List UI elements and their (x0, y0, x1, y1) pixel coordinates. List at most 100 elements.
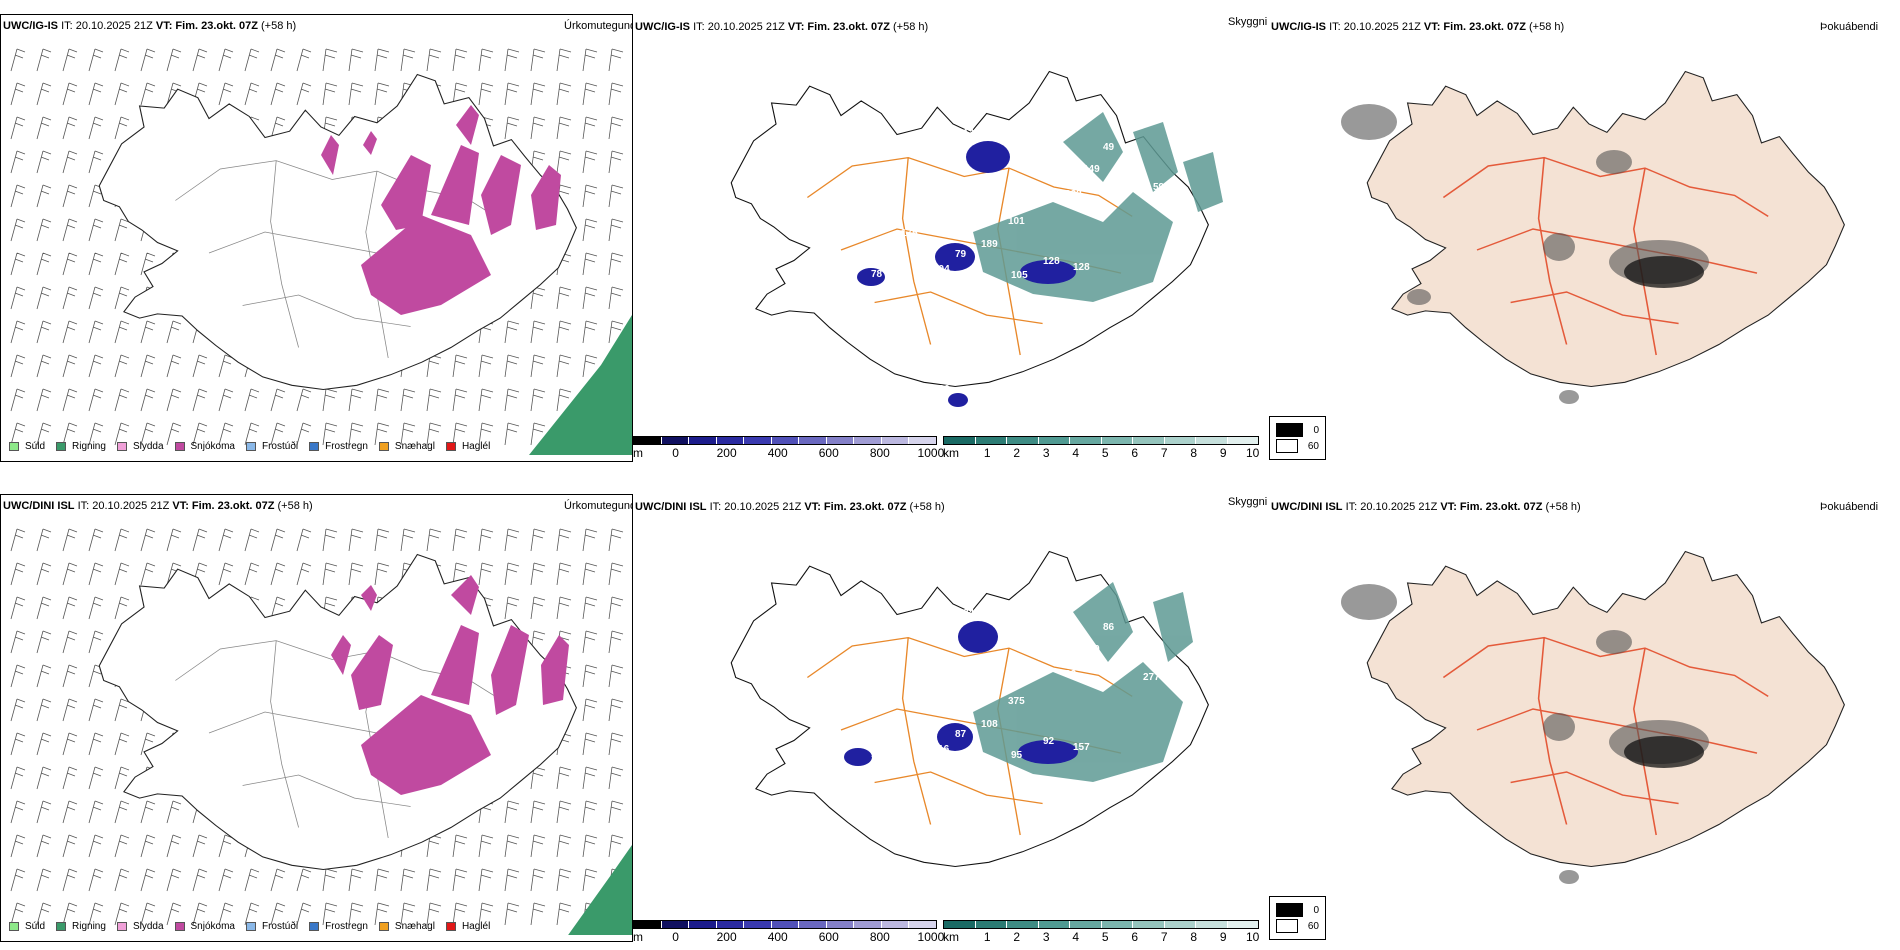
ceiling-value-label: 104 (933, 264, 950, 275)
panel-header: UWC/IG-IS IT: 20.10.2025 21Z VT: Fim. 23… (635, 21, 928, 34)
ceiling-bin (716, 921, 745, 928)
wind-barb (140, 902, 156, 926)
ceiling-value-label: 375 (1008, 696, 1025, 707)
row1: UWC/IG-IS IT: 20.10.2025 21Z VT: Fim. 23… (0, 0, 1900, 462)
visibility-tick: 6 (1131, 930, 1139, 944)
legend-swatch (56, 442, 67, 451)
wind-barb (556, 562, 572, 586)
wind-barb (556, 82, 572, 106)
wind-barb (504, 868, 520, 892)
wind-barb (140, 388, 156, 412)
wind-barb (10, 320, 26, 344)
wind-barb (270, 902, 286, 926)
wind-barb (62, 422, 78, 446)
valid-time-label: VT: (804, 501, 821, 513)
wind-barb (556, 48, 572, 72)
wind-barb (608, 218, 624, 242)
legend-swatch (309, 442, 320, 451)
wind-barb (426, 388, 442, 412)
wind-barb (244, 388, 260, 412)
init-time: IT: 20.10.2025 21Z (709, 501, 802, 513)
precip-legend-item: Slydda (116, 441, 164, 452)
wind-barb (608, 766, 624, 790)
ceiling-value-label: 115 (968, 274, 985, 285)
ceiling-value-label: 592 (1153, 182, 1170, 193)
wind-barb (10, 868, 26, 892)
wind-barb (192, 354, 208, 378)
wind-barb (244, 48, 260, 72)
valid-time-label: VT: (1440, 501, 1457, 513)
wind-barb (608, 116, 624, 140)
legend-label: Snjókoma (190, 921, 235, 932)
wind-barb (36, 766, 52, 790)
wind-barb (348, 562, 364, 586)
wind-barb (88, 732, 104, 756)
lead-time: (+58 h) (1545, 501, 1581, 513)
wind-barb (166, 834, 182, 858)
precip-title: Úrkomutegund (564, 500, 633, 512)
wind-barb (608, 664, 624, 688)
ceiling-bin (909, 437, 937, 444)
wind-barb (582, 48, 598, 72)
wind-barb (608, 82, 624, 106)
wind-barb (166, 902, 182, 926)
ceiling-value-label: 189 (981, 239, 998, 250)
wind-barb (114, 48, 130, 72)
ceiling-value-label: 949 (1005, 194, 1022, 205)
visibility-bin (1007, 921, 1039, 928)
wind-barb (140, 252, 156, 276)
visibility-tick: 7 (1160, 446, 1168, 460)
rain-area (541, 845, 632, 935)
wind-barb (504, 116, 520, 140)
wind-barb (88, 150, 104, 174)
wind-barb (530, 354, 546, 378)
model-name: UWC/DINI ISL (3, 500, 75, 512)
wind-barb (88, 82, 104, 106)
wind-barb (426, 48, 442, 72)
precip-legend: Súld Rigning Slydda Snjókoma Frostúði Frostre… (9, 921, 501, 932)
wind-barb (88, 422, 104, 446)
wind-barb (88, 698, 104, 722)
visibility-bin (944, 921, 976, 928)
ceiling-tick: 0 (672, 930, 679, 944)
wind-barb (218, 528, 234, 552)
precip-legend-item: Frostúði (245, 441, 298, 452)
fog-title: Þokuábendi (1820, 501, 1879, 513)
wind-barb (62, 528, 78, 552)
wind-barb (10, 596, 26, 620)
ceiling-value-label: 87 (955, 729, 967, 740)
wind-barb (426, 902, 442, 926)
model-name: UWC/IG-IS (1271, 21, 1326, 33)
wind-barb (88, 868, 104, 892)
ceiling-value-label: 22 (1065, 669, 1077, 680)
precip-legend-item: Haglél (445, 921, 490, 932)
wind-barb (218, 902, 234, 926)
legend-swatch (445, 922, 456, 931)
wind-barb (62, 252, 78, 276)
visibility-bin (1196, 921, 1228, 928)
wind-barb (556, 320, 572, 344)
valid-time-label: VT: (172, 500, 189, 512)
wind-barb (608, 252, 624, 276)
ceiling-bar (633, 920, 937, 929)
wind-barb (556, 528, 572, 552)
wind-barb (322, 528, 338, 552)
wind-barb (166, 422, 182, 446)
wind-barb (114, 354, 130, 378)
wind-barb (218, 388, 234, 412)
wind-barb (218, 82, 234, 106)
wind-barb (478, 82, 494, 106)
visibility-tick: 2 (1013, 930, 1021, 944)
legend-swatch (9, 922, 19, 931)
wind-barb (36, 562, 52, 586)
wind-barb (36, 320, 52, 344)
wind-barb (478, 902, 494, 926)
wind-barb (270, 422, 286, 446)
wind-barb (400, 902, 416, 926)
visibility-bin (1133, 437, 1165, 444)
wind-barb (478, 422, 494, 446)
wind-barb (530, 902, 546, 926)
wind-barb (582, 184, 598, 208)
wind-barb (556, 116, 572, 140)
wind-barb (62, 868, 78, 892)
